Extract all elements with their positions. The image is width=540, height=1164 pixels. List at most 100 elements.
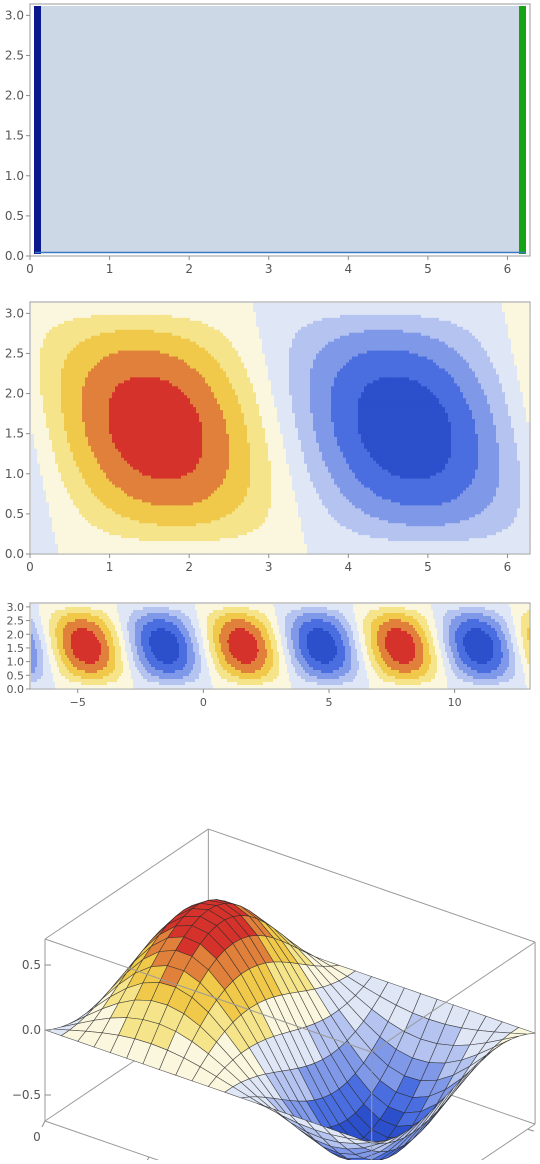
contour-cell bbox=[208, 320, 212, 325]
contour-cell bbox=[151, 317, 155, 322]
contour-cell bbox=[274, 326, 278, 331]
contour-cell bbox=[523, 317, 527, 322]
contour-cell bbox=[127, 308, 131, 313]
contour-cell bbox=[292, 326, 296, 331]
contour-cell bbox=[388, 341, 392, 346]
contour-cell bbox=[388, 320, 392, 325]
contour-cell bbox=[244, 323, 248, 328]
contour-cell bbox=[88, 329, 92, 334]
contour-cell bbox=[433, 314, 437, 319]
contour-cell bbox=[160, 303, 164, 307]
contour-cell bbox=[193, 326, 197, 331]
contour-cell bbox=[226, 317, 230, 322]
contour-cell bbox=[379, 317, 383, 322]
contour-cell bbox=[55, 305, 59, 310]
contour-cell bbox=[313, 326, 317, 331]
contour-cell bbox=[85, 347, 89, 352]
contour-cell bbox=[184, 317, 188, 322]
contour-cell bbox=[427, 335, 431, 340]
contour-cell bbox=[199, 320, 203, 325]
contour-cell bbox=[328, 305, 332, 310]
contour-cell bbox=[43, 332, 47, 337]
contour-cell bbox=[139, 314, 143, 319]
contour-cell bbox=[487, 332, 491, 337]
contour-cell bbox=[424, 341, 428, 346]
contour-cell bbox=[70, 347, 74, 352]
contour-cell bbox=[154, 347, 158, 352]
contour-cell bbox=[55, 341, 59, 346]
contour-cell bbox=[418, 347, 422, 352]
contour-cell bbox=[397, 347, 401, 352]
contour-cell bbox=[331, 320, 335, 325]
contour-cell bbox=[112, 332, 116, 337]
contour-cell bbox=[298, 335, 302, 340]
contour-cell bbox=[115, 314, 119, 319]
contour-cell bbox=[265, 308, 269, 313]
contour-cell bbox=[331, 335, 335, 340]
contour-cell bbox=[244, 317, 248, 322]
contour-cell bbox=[379, 320, 383, 325]
contour-cell bbox=[85, 350, 89, 355]
contour-cell bbox=[121, 347, 125, 352]
contour-cell bbox=[115, 320, 119, 325]
contour-cell bbox=[454, 347, 458, 352]
contour-cell bbox=[76, 341, 80, 346]
contour-cell bbox=[280, 341, 284, 346]
contour-cell bbox=[388, 314, 392, 319]
contour-cell bbox=[52, 338, 56, 343]
contour-cell bbox=[457, 314, 461, 319]
contour-cell bbox=[169, 344, 173, 349]
contour-cell bbox=[310, 341, 314, 346]
contour-cell bbox=[292, 303, 296, 307]
contour-cell bbox=[406, 320, 410, 325]
contour-cell bbox=[211, 308, 215, 313]
contour-cell bbox=[220, 308, 224, 313]
contour-cell bbox=[76, 314, 80, 319]
contour-cell bbox=[451, 344, 455, 349]
contour-cell bbox=[55, 308, 59, 313]
contour-cell bbox=[184, 332, 188, 337]
contour-cell bbox=[349, 323, 353, 328]
contour-cell bbox=[184, 326, 188, 331]
contour-cell bbox=[136, 323, 140, 328]
contour-cell bbox=[160, 323, 164, 328]
contour-cell bbox=[448, 323, 452, 328]
contour-cell bbox=[109, 332, 113, 337]
contour-cell bbox=[166, 323, 170, 328]
contour-cell bbox=[295, 341, 299, 346]
contour-cell bbox=[400, 335, 404, 340]
contour-cell bbox=[205, 338, 209, 343]
contour-cell bbox=[259, 347, 263, 352]
contour-cell bbox=[193, 335, 197, 340]
contour-cell bbox=[520, 314, 524, 319]
contour-cell bbox=[85, 314, 89, 319]
contour-cell bbox=[73, 338, 77, 343]
contour-cell bbox=[478, 332, 482, 337]
contour-cell bbox=[145, 344, 149, 349]
contour-cell bbox=[379, 344, 383, 349]
contour-cell bbox=[265, 314, 269, 319]
contour-cell bbox=[220, 344, 224, 349]
contour-cell bbox=[67, 341, 71, 346]
contour-cell bbox=[70, 341, 74, 346]
contour-cell bbox=[250, 326, 254, 331]
contour-cell bbox=[64, 314, 68, 319]
contour-cell bbox=[493, 332, 497, 337]
contour-cell bbox=[199, 335, 203, 340]
contour-cell bbox=[505, 323, 509, 328]
contour-cell bbox=[199, 344, 203, 349]
contour-cell bbox=[511, 305, 515, 310]
contour-cell bbox=[172, 305, 176, 310]
contour-cell bbox=[118, 332, 122, 337]
contour-cell bbox=[508, 341, 512, 346]
contour-cell bbox=[217, 323, 221, 328]
contour-cell bbox=[265, 344, 269, 349]
contour-cell bbox=[64, 305, 68, 310]
contour-cell bbox=[316, 303, 320, 307]
contour-cell bbox=[316, 344, 320, 349]
contour-cell bbox=[229, 314, 233, 319]
contour-cell bbox=[349, 320, 353, 325]
contour-cell bbox=[133, 320, 137, 325]
contour-cell bbox=[238, 347, 242, 352]
contour-cell bbox=[160, 320, 164, 325]
